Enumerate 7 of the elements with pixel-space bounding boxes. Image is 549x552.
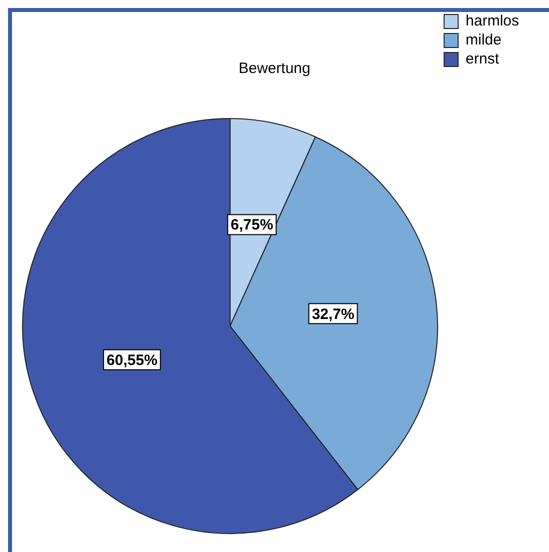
data-label: 32,7% [312, 306, 354, 323]
legend-label: harmlos [466, 12, 520, 30]
legend-label: milde [466, 32, 502, 49]
legend-label: ernst [466, 50, 500, 68]
text: Bewertung [238, 60, 310, 78]
data-label: 6,75% [230, 216, 274, 234]
data-label: 60,55% [106, 352, 158, 369]
